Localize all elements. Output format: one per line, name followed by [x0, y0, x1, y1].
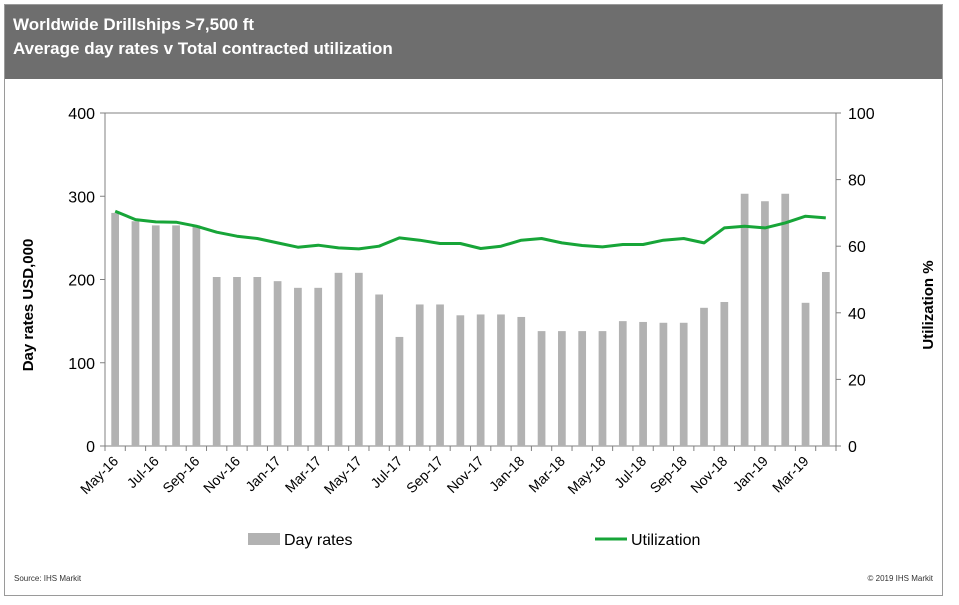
day-rates-bar [233, 277, 241, 446]
right-axis-tick-label: 60 [848, 239, 866, 256]
day-rates-bars [111, 193, 830, 446]
day-rates-bar [334, 272, 343, 446]
x-axis-tick-label: Mar-17 [282, 453, 325, 496]
day-rates-bar [172, 225, 180, 446]
right-axis: 0 20 40 60 80 100 [836, 106, 875, 456]
day-rates-bar [578, 331, 587, 446]
day-rates-bar [639, 321, 647, 446]
copyright-note: © 2019 IHS Markit [867, 574, 933, 583]
x-axis-tick-label: Jul-18 [611, 453, 649, 491]
day-rates-bar [415, 304, 424, 446]
utilization-series-line [114, 209, 826, 251]
right-axis-tick-label: 100 [848, 106, 875, 123]
day-rates-bar [273, 281, 282, 446]
day-rates-bar [131, 221, 140, 446]
x-axis-tick-label: May-16 [77, 453, 121, 497]
x-axis-tick-label: Mar-18 [525, 453, 568, 496]
day-rates-bar [700, 307, 708, 446]
day-rates-bar [618, 321, 627, 446]
day-rates-bar [375, 294, 383, 446]
left-axis-tick-label: 300 [68, 189, 95, 206]
right-axis-tick-label: 20 [848, 372, 866, 389]
day-rates-bar [598, 331, 607, 446]
day-rates-bar [151, 225, 160, 446]
x-axis-tick-label: Nov-17 [444, 453, 487, 496]
left-axis: 0 100 200 300 400 [68, 106, 105, 456]
day-rates-bar [801, 302, 810, 446]
right-axis-tick-label: 80 [848, 173, 866, 190]
day-rates-bar [354, 272, 363, 446]
day-rates-bar [720, 301, 729, 446]
chart-header: Worldwide Drillships >7,500 ft Average d… [5, 5, 942, 79]
x-axis-tick-label: May-17 [321, 453, 365, 497]
left-axis-tick-label: 100 [68, 356, 95, 373]
day-rates-bar [314, 287, 323, 446]
x-axis-tick-label: Sep-17 [403, 453, 446, 496]
day-rates-bar [537, 331, 546, 446]
day-rates-bar [212, 277, 221, 446]
chart-subtitle: Average day rates v Total contracted uti… [13, 39, 393, 58]
day-rates-bar [497, 314, 505, 446]
y-axis-label-right: Utilization % [920, 260, 937, 349]
day-rates-bar [558, 331, 566, 446]
day-rates-bar [192, 225, 201, 446]
x-axis-tick-label: Jan-18 [486, 453, 528, 495]
right-axis-tick-label: 40 [848, 306, 866, 323]
day-rates-bar [436, 304, 444, 446]
right-axis-tick-label: 0 [848, 439, 857, 456]
y-axis-label-left: Day rates USD,000 [20, 239, 37, 372]
legend-label-utilization: Utilization [631, 532, 700, 549]
day-rates-bar [456, 315, 465, 446]
day-rates-bar [781, 193, 790, 446]
x-axis-tick-label: Jul-16 [124, 453, 162, 491]
source-note: Source: IHS Markit [14, 574, 82, 583]
utilization-line [114, 209, 826, 251]
day-rates-bar [740, 193, 749, 446]
day-rates-bar [659, 322, 668, 446]
day-rates-bar [111, 212, 120, 446]
x-axis-tick-label: Jan-17 [242, 453, 284, 495]
x-axis-tick-label: Jan-19 [729, 453, 771, 495]
day-rates-bar [821, 272, 830, 446]
x-axis-tick-label: May-18 [564, 453, 608, 497]
x-axis-tick-label: Nov-18 [687, 453, 730, 496]
legend-swatch-day-rates [248, 533, 280, 545]
legend-label-day-rates: Day rates [284, 532, 352, 549]
left-axis-tick-label: 200 [68, 273, 95, 290]
day-rates-bar [395, 336, 404, 446]
day-rates-bar [517, 316, 526, 446]
day-rates-bar [476, 314, 485, 446]
left-axis-tick-label: 400 [68, 106, 95, 123]
day-rates-bar [679, 322, 688, 446]
day-rates-bar [761, 201, 769, 446]
x-axis-tick-label: Nov-16 [200, 453, 243, 496]
left-axis-tick-label: 0 [86, 439, 95, 456]
x-axis-tick-label: Jul-17 [367, 453, 405, 491]
day-rates-bar [294, 287, 302, 446]
x-axis-tick-label: Mar-19 [769, 453, 812, 496]
legend: Day rates Utilization [248, 532, 700, 549]
x-axis-tick-label: Sep-18 [647, 453, 690, 496]
chart-title: Worldwide Drillships >7,500 ft [13, 15, 255, 34]
x-axis-tick-label: Sep-16 [159, 453, 202, 496]
day-rates-bar [253, 277, 262, 446]
